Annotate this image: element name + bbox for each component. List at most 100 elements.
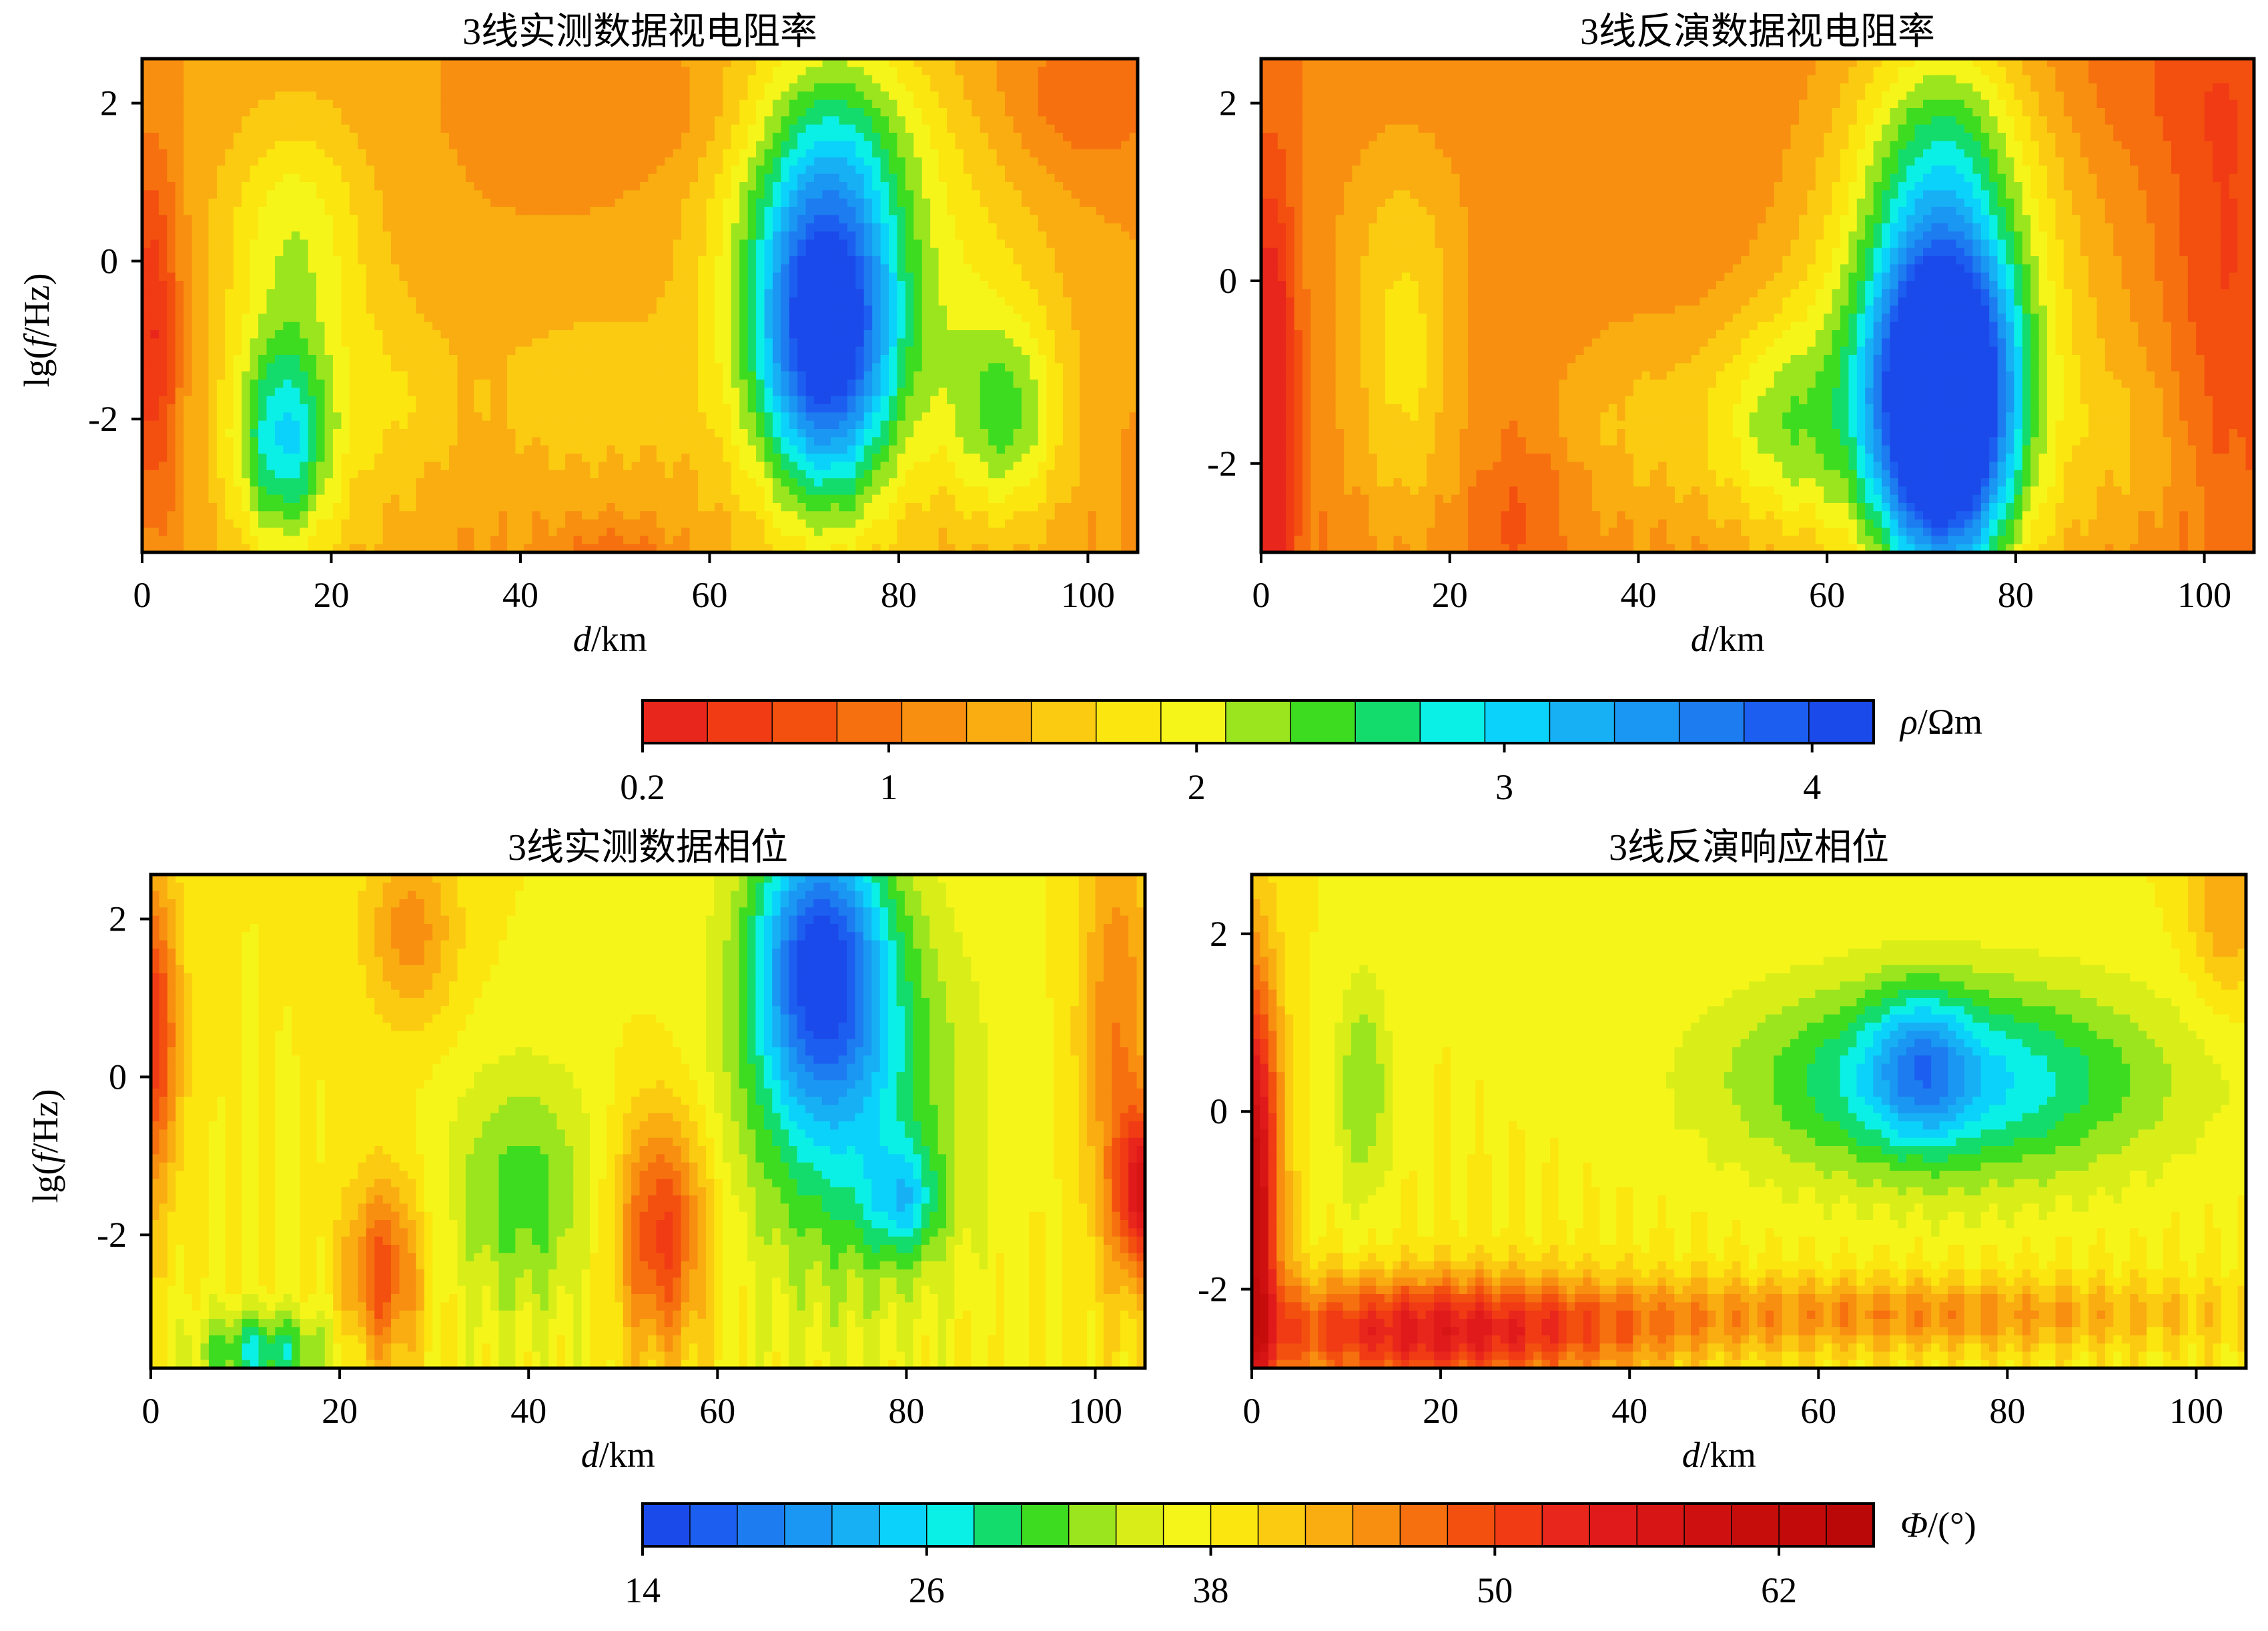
heatmap-cell <box>192 125 201 133</box>
heatmap-cell <box>640 149 649 158</box>
heatmap-cell <box>698 157 707 166</box>
heatmap-cell <box>823 91 831 100</box>
heatmap-cell <box>366 223 375 232</box>
heatmap-cell <box>582 199 591 207</box>
heatmap-cell <box>964 116 972 125</box>
heatmap-cell <box>250 190 259 199</box>
heatmap-cell <box>399 75 408 84</box>
heatmap-cell <box>789 133 798 141</box>
heatmap-cell <box>167 149 175 158</box>
heatmap-cell <box>590 239 599 248</box>
heatmap-cell <box>565 239 574 248</box>
heatmap-cell <box>964 165 972 174</box>
heatmap-cell <box>258 231 267 240</box>
heatmap-cell <box>582 116 591 125</box>
heatmap-cell <box>383 108 392 117</box>
heatmap-cell <box>192 231 201 240</box>
heatmap-cell <box>490 207 499 215</box>
heatmap-cell <box>557 149 566 158</box>
heatmap-cell <box>159 174 167 183</box>
heatmap-cell <box>350 215 358 223</box>
heatmap-cell <box>814 157 823 166</box>
heatmap-cell <box>341 248 350 257</box>
heatmap-cell <box>540 215 549 223</box>
heatmap-cell <box>947 165 956 174</box>
heatmap-cell <box>715 207 723 215</box>
heatmap-cell <box>258 149 267 158</box>
heatmap-cell <box>350 75 358 84</box>
heatmap-cell <box>292 75 300 84</box>
heatmap-cell <box>806 207 815 215</box>
heatmap-cell <box>283 67 292 75</box>
heatmap-cell <box>814 199 823 207</box>
heatmap-cell <box>208 207 217 215</box>
heatmap-cell <box>1088 157 1096 166</box>
heatmap-cell <box>540 199 549 207</box>
heatmap-cell <box>947 83 956 92</box>
heatmap-cell <box>781 199 789 207</box>
heatmap-cell <box>391 182 400 191</box>
heatmap-cell <box>748 182 757 191</box>
heatmap-cell <box>1088 100 1096 109</box>
heatmap-cell <box>341 223 350 232</box>
heatmap-cell <box>507 207 516 215</box>
heatmap-cell <box>208 182 217 191</box>
heatmap-cell <box>881 91 889 100</box>
heatmap-cell <box>897 108 905 117</box>
heatmap-cell <box>1063 207 1072 215</box>
heatmap-cell <box>781 91 789 100</box>
heatmap-cell <box>283 75 292 84</box>
heatmap-cell <box>159 157 167 166</box>
heatmap-cell <box>441 223 450 232</box>
heatmap-cell <box>507 157 516 166</box>
heatmap-cell <box>615 108 624 117</box>
heatmap-cell <box>839 67 847 75</box>
heatmap-cell <box>640 182 649 191</box>
heatmap-cell <box>466 165 474 174</box>
heatmap-cell <box>632 75 641 84</box>
heatmap-cell <box>781 215 789 223</box>
heatmap-cell <box>1055 215 1064 223</box>
heatmap-cell <box>516 141 524 149</box>
heatmap-cell <box>383 133 392 141</box>
heatmap-cell <box>192 141 201 149</box>
heatmap-cell <box>607 149 615 158</box>
heatmap-cell <box>300 108 308 117</box>
heatmap-cell <box>847 67 856 75</box>
heatmap-cell <box>308 149 317 158</box>
heatmap-cell <box>234 223 242 232</box>
heatmap-cell <box>855 67 864 75</box>
heatmap-cell <box>922 174 931 183</box>
heatmap-cell <box>441 199 450 207</box>
heatmap-cell <box>167 223 175 232</box>
heatmap-cell <box>225 108 234 117</box>
heatmap-cell <box>150 223 159 232</box>
heatmap-cell <box>474 207 482 215</box>
heatmap-cell <box>997 157 1006 166</box>
heatmap-cell <box>939 91 948 100</box>
heatmap-cell <box>897 91 905 100</box>
heatmap-cell <box>723 91 731 100</box>
heatmap-cell <box>632 116 641 125</box>
heatmap-cell <box>607 75 615 84</box>
heatmap-cell <box>1080 207 1088 215</box>
heatmap-cell <box>806 239 815 248</box>
heatmap-cell <box>913 108 922 117</box>
heatmap-cell <box>548 133 557 141</box>
heatmap-cell <box>1072 215 1080 223</box>
heatmap-cell <box>872 100 881 109</box>
heatmap-cell <box>532 133 540 141</box>
heatmap-cell <box>383 91 392 100</box>
heatmap-cell <box>972 182 980 191</box>
heatmap-cell <box>408 75 416 84</box>
heatmap-cell <box>341 108 350 117</box>
heatmap-cell <box>897 165 905 174</box>
heatmap-cell <box>839 174 847 183</box>
heatmap-cell <box>557 207 566 215</box>
heatmap-cell <box>325 67 334 75</box>
heatmap-cell <box>864 199 873 207</box>
heatmap-cell <box>449 108 458 117</box>
heatmap-cell <box>756 207 765 215</box>
heatmap-cell <box>159 190 167 199</box>
heatmap-cell <box>698 199 707 207</box>
